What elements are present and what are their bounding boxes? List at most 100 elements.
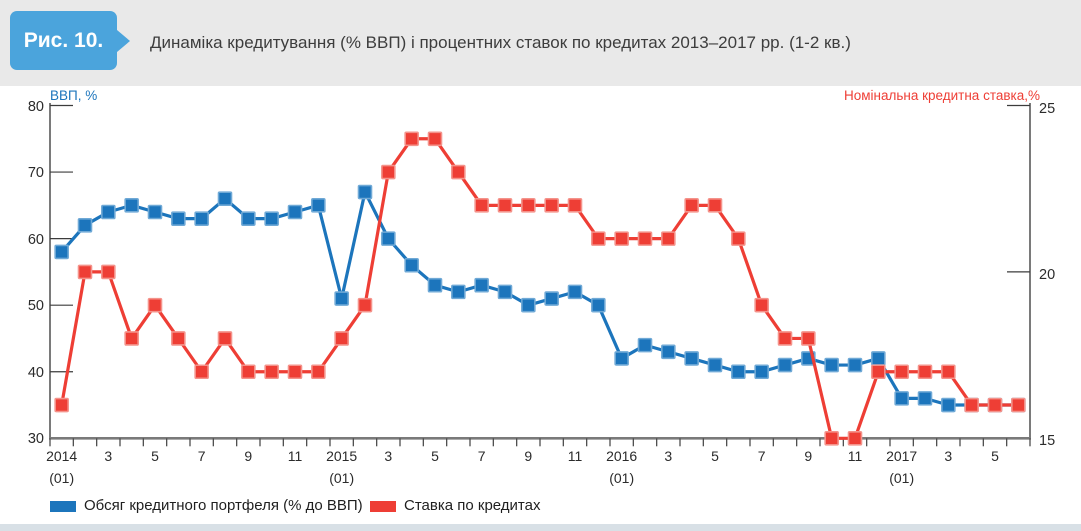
data-point-marker xyxy=(241,364,256,380)
data-point-marker xyxy=(381,231,396,246)
data-point-marker xyxy=(661,344,676,360)
data-point-marker xyxy=(194,364,209,380)
data-point-marker xyxy=(241,211,256,226)
data-point-marker xyxy=(544,198,559,213)
data-point-marker xyxy=(591,231,606,246)
left-axis-tick-label: 60 xyxy=(27,231,44,248)
data-point-marker xyxy=(964,397,979,413)
x-axis-tick-label: 2017 xyxy=(886,448,918,464)
x-axis-tick-label: 3 xyxy=(104,448,113,464)
badge-arrow-icon xyxy=(117,30,130,52)
data-point-marker xyxy=(357,297,373,313)
left-axis-tick-label: 40 xyxy=(27,364,44,381)
data-point-marker xyxy=(497,198,513,213)
data-point-marker xyxy=(707,198,723,213)
data-point-marker xyxy=(847,430,863,446)
data-point-marker xyxy=(311,198,326,213)
data-point-marker xyxy=(894,391,909,406)
x-axis-tick-label: 3 xyxy=(384,448,393,464)
data-point-marker xyxy=(521,198,536,213)
data-point-marker xyxy=(451,164,466,180)
x-axis-tick-label: 9 xyxy=(804,448,813,464)
data-point-marker xyxy=(77,218,93,233)
data-point-marker xyxy=(194,211,209,226)
data-point-marker xyxy=(474,277,489,293)
x-axis-tick-label: 9 xyxy=(524,448,533,464)
data-point-marker xyxy=(287,204,303,220)
right-axis-tick-label: 15 xyxy=(1039,433,1056,450)
data-point-marker xyxy=(334,331,349,346)
data-point-marker xyxy=(754,297,769,313)
x-axis-tick-label: 7 xyxy=(757,448,766,464)
data-point-marker xyxy=(264,211,279,226)
x-axis-tick-label: 9 xyxy=(244,448,253,464)
data-point-marker xyxy=(427,131,443,147)
data-point-marker xyxy=(404,131,419,147)
data-point-marker xyxy=(661,231,676,246)
data-point-marker xyxy=(707,357,723,373)
x-axis-tick-sublabel: (01) xyxy=(49,470,75,486)
x-axis-tick-label: 5 xyxy=(991,448,999,464)
data-point-marker xyxy=(101,204,116,220)
x-axis-tick-sublabel: (01) xyxy=(889,470,915,486)
data-point-marker xyxy=(614,231,629,246)
x-axis-tick-label: 11 xyxy=(567,448,583,464)
data-point-marker xyxy=(521,297,536,313)
data-point-marker xyxy=(287,364,303,380)
data-point-marker xyxy=(54,397,69,413)
right-axis-title: Номінальна кредитна ставка,% xyxy=(844,88,1040,103)
data-point-marker xyxy=(124,331,139,346)
data-point-marker xyxy=(731,231,746,246)
x-axis-tick-label: 7 xyxy=(197,448,206,464)
x-axis-tick-label: 3 xyxy=(664,448,673,464)
x-axis-tick-sublabel: (01) xyxy=(329,470,355,486)
data-point-marker xyxy=(171,211,186,226)
data-point-marker xyxy=(264,364,279,380)
data-point-marker xyxy=(637,231,653,246)
data-point-marker xyxy=(871,351,886,366)
right-axis-tick-label: 20 xyxy=(1039,266,1056,283)
left-axis-title: ВВП, % xyxy=(50,88,98,103)
data-point-marker xyxy=(777,331,793,346)
data-point-marker xyxy=(684,198,699,213)
legend-swatch-loan-rate xyxy=(370,501,396,512)
data-point-marker xyxy=(941,397,956,413)
data-point-marker xyxy=(637,337,653,353)
left-axis-tick-label: 30 xyxy=(27,431,44,448)
x-axis-tick-sublabel: (01) xyxy=(609,470,635,486)
footer-strip xyxy=(0,524,1081,531)
page-title: Динаміка кредитування (% ВВП) і процентн… xyxy=(150,33,851,52)
data-point-marker xyxy=(147,204,163,220)
left-axis-tick-label: 70 xyxy=(27,165,44,182)
data-point-marker xyxy=(894,364,909,380)
data-point-marker xyxy=(54,244,69,260)
data-point-marker xyxy=(217,191,233,206)
x-axis-tick-label: 3 xyxy=(944,448,953,464)
data-point-marker xyxy=(801,331,816,346)
x-axis-tick-label: 2016 xyxy=(606,448,638,464)
legend-swatch-credit-portfolio xyxy=(50,501,76,512)
data-point-marker xyxy=(217,331,233,346)
data-point-marker xyxy=(567,284,583,300)
x-axis-tick-label: 5 xyxy=(151,448,159,464)
data-point-marker xyxy=(777,357,793,373)
data-point-marker xyxy=(614,351,629,366)
left-axis-tick-label: 50 xyxy=(27,298,44,315)
data-point-marker xyxy=(1011,397,1026,413)
data-point-marker xyxy=(731,364,746,380)
data-point-marker xyxy=(311,364,326,380)
data-point-marker xyxy=(334,291,349,306)
data-point-marker xyxy=(684,351,699,366)
data-point-marker xyxy=(917,391,933,406)
data-point-marker xyxy=(544,291,559,306)
figure-number-badge: Рис. 10. xyxy=(10,11,117,70)
data-point-marker xyxy=(357,184,373,200)
x-axis-tick-label: 11 xyxy=(847,448,863,464)
x-axis-tick-label: 2015 xyxy=(326,448,358,464)
right-axis-tick-label: 25 xyxy=(1039,100,1056,117)
figure-header: Рис. 10. Динаміка кредитування (% ВВП) і… xyxy=(0,0,1081,86)
data-point-marker xyxy=(591,297,606,313)
data-point-marker xyxy=(147,297,163,313)
